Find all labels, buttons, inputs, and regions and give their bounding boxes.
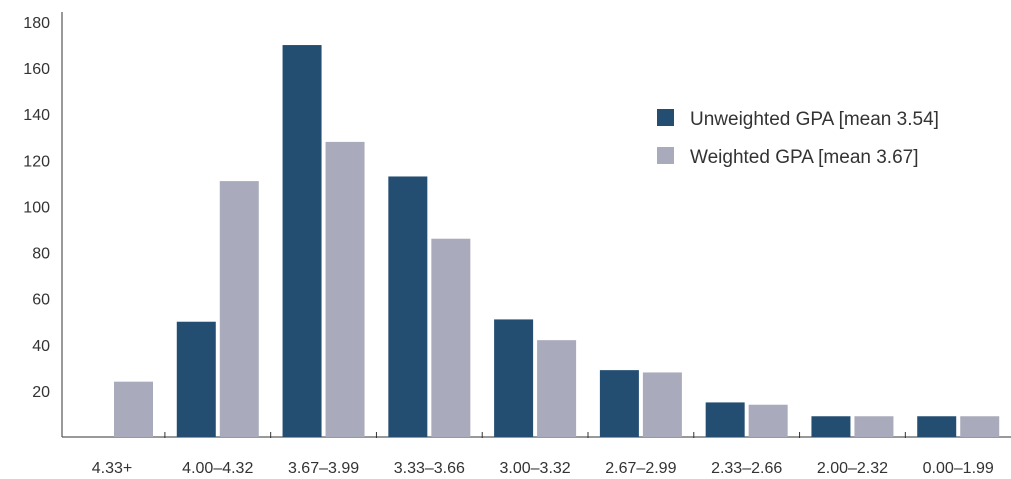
x-tick-label: 2.67–2.99 — [605, 460, 676, 477]
y-tick-label: 160 — [23, 61, 50, 78]
x-tick-label: 4.00–4.32 — [182, 460, 253, 477]
legend-label-weighted: Weighted GPA [mean 3.67] — [690, 147, 919, 168]
y-tick-label: 100 — [23, 199, 50, 216]
y-tick-label: 140 — [23, 107, 50, 124]
bar-unweighted — [176, 321, 216, 437]
x-tick-label: 2.33–2.66 — [711, 460, 782, 477]
x-tick-label: 3.00–3.32 — [500, 460, 571, 477]
legend: Unweighted GPA [mean 3.54] Weighted GPA [… — [657, 109, 939, 168]
y-tick-label: 60 — [32, 292, 50, 309]
bar-weighted — [431, 238, 471, 437]
y-tick-label: 80 — [32, 246, 50, 263]
y-tick-label: 40 — [32, 338, 50, 355]
x-axis: 4.33+ 4.00–4.32 3.67–3.99 3.33–3.66 3.00–3.3… — [62, 432, 1011, 477]
bar-unweighted — [388, 176, 428, 437]
bar-weighted — [642, 372, 682, 437]
bar-unweighted — [282, 45, 322, 438]
x-tick-label: 3.67–3.99 — [288, 460, 359, 477]
x-tick-label: 4.33+ — [92, 460, 132, 477]
y-tick-label: 180 — [23, 15, 50, 32]
y-axis: 20 40 60 80 100 120 140 160 180 — [23, 12, 63, 437]
x-tick-label: 3.33–3.66 — [394, 460, 465, 477]
bars — [114, 45, 1000, 438]
bar-weighted — [219, 181, 259, 437]
bar-unweighted — [917, 416, 957, 437]
bar-weighted — [114, 381, 153, 437]
bar-unweighted — [599, 370, 639, 437]
legend-swatch-unweighted — [657, 109, 674, 126]
x-tick-label: 2.00–2.32 — [817, 460, 888, 477]
bar-weighted — [748, 404, 788, 437]
bar-weighted — [854, 416, 894, 437]
y-tick-label: 120 — [23, 153, 50, 170]
bar-weighted — [960, 416, 1000, 437]
x-tick-label: 0.00–1.99 — [923, 460, 994, 477]
bar-weighted — [537, 340, 577, 437]
bar-unweighted — [494, 319, 534, 437]
legend-swatch-weighted — [657, 147, 674, 164]
bar-weighted — [325, 141, 365, 437]
bar-unweighted — [811, 416, 851, 437]
bar-unweighted — [705, 402, 745, 437]
y-tick-label: 20 — [32, 384, 50, 401]
legend-label-unweighted: Unweighted GPA [mean 3.54] — [690, 109, 939, 130]
